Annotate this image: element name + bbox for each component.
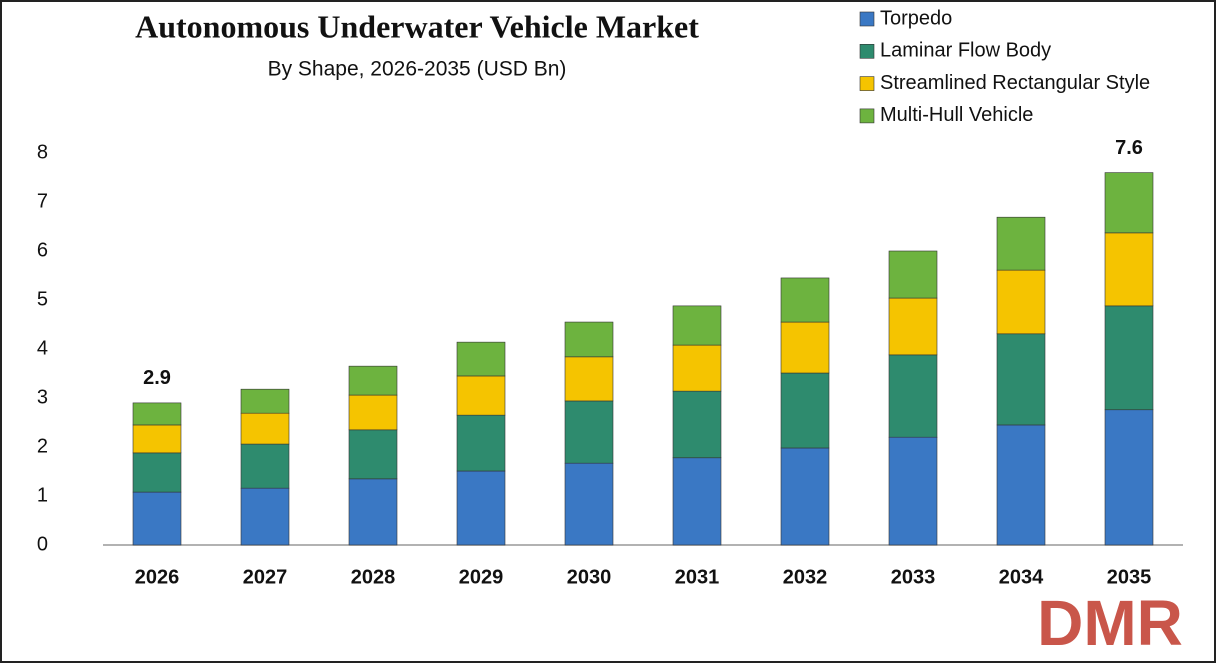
x-tick-label: 2028 (351, 566, 396, 588)
x-tick-label: 2034 (999, 566, 1044, 588)
x-tick-label: 2031 (675, 566, 720, 588)
y-tick-label: 5 (37, 288, 48, 310)
legend-swatch (859, 11, 875, 27)
bar-segment (456, 414, 506, 472)
x-tick-label: 2033 (891, 566, 936, 588)
chart-title: Autonomous Underwater Vehicle Market (135, 8, 699, 44)
bar-segment (1104, 232, 1154, 307)
x-tick-label: 2029 (459, 566, 504, 588)
legend-swatch (859, 108, 875, 124)
bar-segment (564, 462, 614, 546)
bar-segment (888, 436, 938, 546)
y-tick-label: 3 (37, 386, 48, 408)
bar-segment (780, 447, 830, 546)
bar-segment (996, 424, 1046, 546)
bar-segment (132, 402, 182, 426)
data-label: 7.6 (1115, 137, 1143, 159)
y-tick-label: 4 (37, 337, 48, 359)
y-tick-label: 1 (37, 484, 48, 506)
bar-segment (564, 356, 614, 402)
bar-segment (672, 457, 722, 546)
bar-segment (996, 333, 1046, 426)
bar-segment (780, 372, 830, 449)
bar-segment (672, 390, 722, 459)
y-tick-label: 7 (37, 190, 48, 212)
legend-swatch (859, 76, 875, 91)
x-tick-label: 2035 (1107, 566, 1152, 588)
bar-segment (348, 478, 398, 546)
bar-segment (456, 341, 506, 377)
y-tick-label: 6 (37, 239, 48, 261)
legend-label: Laminar Flow Body (880, 40, 1051, 62)
bar-segment (348, 429, 398, 480)
legend-swatch (859, 43, 875, 59)
bar-segment (780, 277, 830, 323)
x-tick-label: 2032 (783, 566, 828, 588)
bar-segment (132, 424, 182, 454)
chart-subtitle: By Shape, 2026-2035 (USD Bn) (268, 58, 567, 81)
x-tick-label: 2026 (135, 566, 180, 588)
bar-segment (132, 491, 182, 546)
x-tick-label: 2027 (243, 566, 288, 588)
bar-segment (780, 321, 830, 374)
bar-segment (132, 452, 182, 493)
legend-label: Torpedo (880, 7, 952, 29)
y-tick-label: 0 (37, 533, 48, 555)
bar-segment (456, 470, 506, 546)
data-label: 2.9 (143, 367, 171, 389)
bar-segment (888, 354, 938, 438)
bar-segment (348, 394, 398, 431)
y-tick-label: 8 (37, 141, 48, 163)
bar-segment (564, 321, 614, 358)
bar-segment (996, 269, 1046, 335)
bar-segment (240, 443, 290, 489)
bar-segment (240, 412, 290, 445)
bar-segment (888, 297, 938, 356)
bar-segment (240, 487, 290, 546)
x-tick-label: 2030 (567, 566, 612, 588)
bar-segment (1104, 305, 1154, 411)
bar-segment (888, 250, 938, 299)
legend-label: Multi-Hull Vehicle (880, 104, 1033, 126)
bar-segment (1104, 409, 1154, 546)
legend-label: Streamlined Rectangular Style (880, 72, 1150, 94)
bar-segment (672, 344, 722, 392)
bar-segment (456, 375, 506, 416)
bar-segment (1104, 172, 1154, 234)
watermark: DMR (1037, 587, 1183, 659)
bar-segment (996, 216, 1046, 271)
bar-segment (348, 365, 398, 396)
bar-segment (564, 400, 614, 464)
bar-segment (240, 388, 290, 414)
y-tick-label: 2 (37, 435, 48, 457)
bar-segment (672, 305, 722, 346)
